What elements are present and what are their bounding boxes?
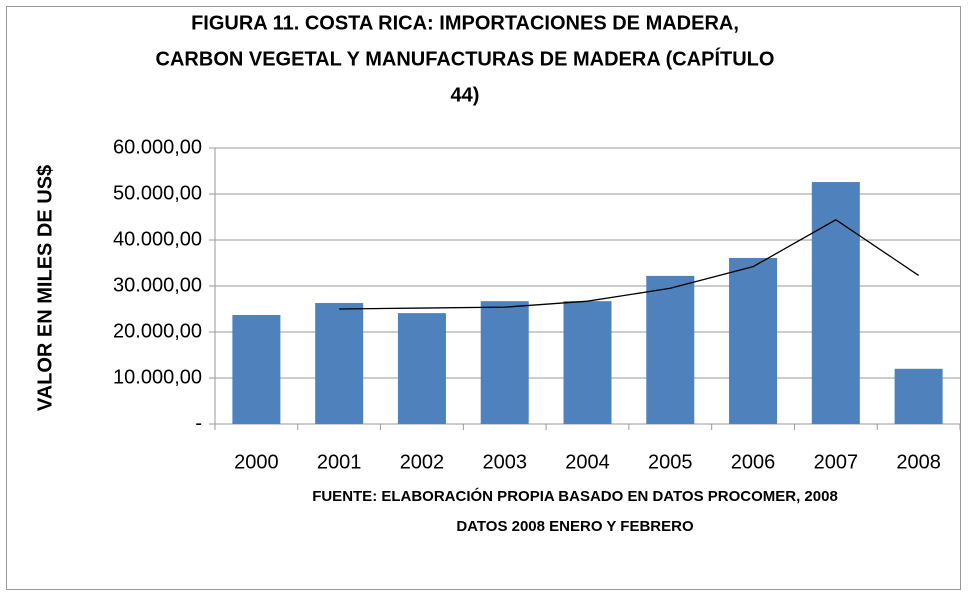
x-tick-label: 2003 bbox=[482, 451, 527, 473]
source-note: FUENTE: ELABORACIÓN PROPIA BASADO EN DAT… bbox=[312, 487, 838, 505]
x-tick-label: 2005 bbox=[648, 451, 693, 473]
y-tick-label: 20.000,00 bbox=[113, 320, 202, 342]
chart-title: CARBON VEGETAL Y MANUFACTURAS DE MADERA … bbox=[156, 47, 775, 70]
bar bbox=[646, 275, 695, 424]
bar bbox=[480, 301, 529, 424]
bar bbox=[563, 301, 612, 424]
y-axis-label: VALOR EN MILES DE US$ bbox=[34, 165, 56, 411]
bar bbox=[315, 303, 364, 424]
y-tick-label: 50.000,00 bbox=[113, 182, 202, 204]
source-note: DATOS 2008 ENERO Y FEBRERO bbox=[456, 518, 694, 535]
x-tick-label: 2006 bbox=[731, 451, 776, 473]
x-tick-label: 2004 bbox=[565, 451, 610, 473]
y-tick-label: 30.000,00 bbox=[113, 274, 202, 296]
y-tick-label: 60.000,00 bbox=[113, 136, 202, 158]
chart-title: 44) bbox=[451, 84, 480, 106]
trend-line bbox=[339, 218, 919, 310]
y-tick-label: 40.000,00 bbox=[113, 228, 202, 250]
chart-title: FIGURA 11. COSTA RICA: IMPORTACIONES DE … bbox=[191, 12, 739, 34]
x-tick-label: 2008 bbox=[896, 451, 941, 473]
x-tick-label: 2000 bbox=[234, 451, 279, 473]
bar bbox=[397, 313, 446, 424]
x-tick-label: 2002 bbox=[400, 451, 445, 473]
x-tick-label: 2007 bbox=[814, 451, 859, 473]
y-tick-label: 10.000,00 bbox=[113, 366, 202, 388]
bar bbox=[729, 257, 778, 424]
x-tick-label: 2001 bbox=[317, 451, 362, 473]
y-tick-label: - bbox=[195, 412, 202, 434]
chart-border bbox=[6, 6, 961, 590]
bar bbox=[811, 182, 860, 424]
bar bbox=[232, 314, 281, 424]
bar bbox=[894, 368, 943, 424]
